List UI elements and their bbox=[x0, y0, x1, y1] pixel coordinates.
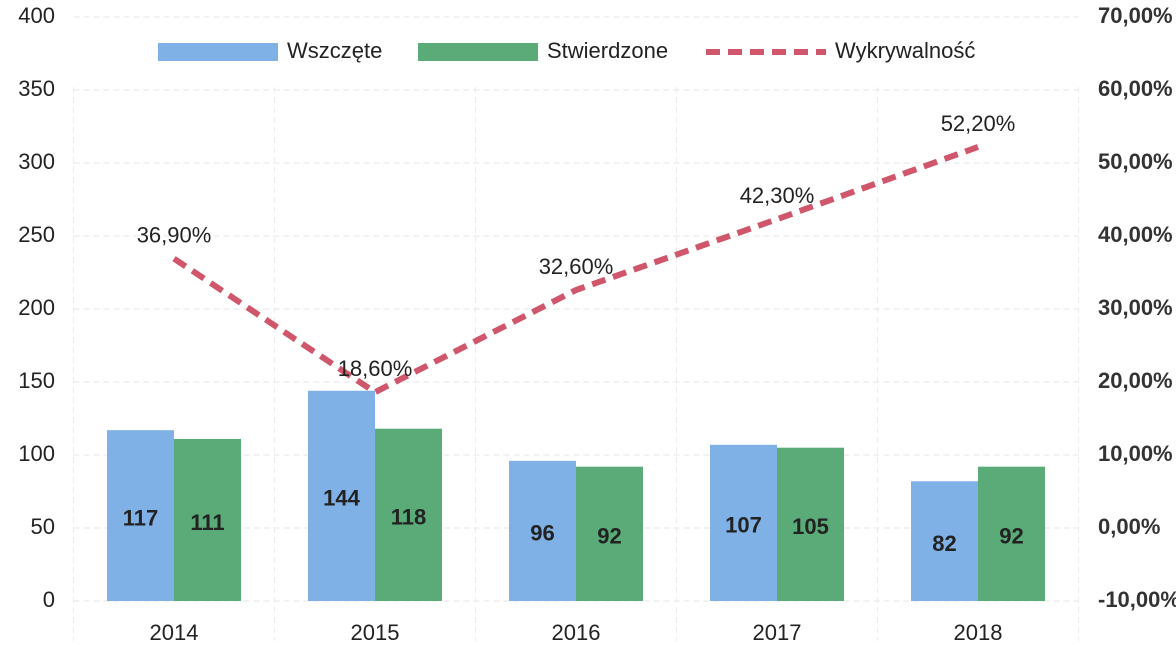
bar-value-label: 111 bbox=[190, 510, 224, 535]
line-value-label: 36,90% bbox=[137, 222, 212, 247]
x-tick-label: 2014 bbox=[150, 620, 199, 645]
y2-tick-label: 70,00% bbox=[1098, 3, 1173, 28]
bar bbox=[107, 430, 174, 601]
bar-value-label: 96 bbox=[530, 521, 554, 546]
line-value-label: 42,30% bbox=[740, 183, 815, 208]
bar bbox=[777, 447, 844, 601]
bar bbox=[978, 466, 1045, 601]
bar bbox=[375, 428, 442, 601]
x-tick-label: 2018 bbox=[954, 620, 1003, 645]
y2-tick-label: -10,00% bbox=[1098, 587, 1176, 612]
x-tick-label: 2017 bbox=[753, 620, 802, 645]
line-value-label: 32,60% bbox=[539, 254, 614, 279]
bar-value-label: 144 bbox=[323, 486, 360, 511]
bar bbox=[308, 390, 375, 601]
bar-value-label: 92 bbox=[999, 524, 1023, 549]
bar-value-label: 117 bbox=[123, 505, 159, 530]
y2-tick-label: 60,00% bbox=[1098, 76, 1173, 101]
legend-swatch bbox=[158, 43, 278, 61]
y-tick-label: 150 bbox=[18, 368, 55, 393]
bar-value-label: 105 bbox=[792, 514, 829, 539]
y-tick-label: 250 bbox=[18, 222, 55, 247]
bar-value-label: 92 bbox=[597, 524, 621, 549]
y-tick-label: 300 bbox=[18, 149, 55, 174]
legend-label: Stwierdzone bbox=[547, 38, 668, 63]
y2-tick-label: 20,00% bbox=[1098, 368, 1173, 393]
x-tick-label: 2016 bbox=[552, 620, 601, 645]
bar bbox=[509, 460, 576, 601]
y-tick-label: 200 bbox=[18, 295, 55, 320]
y-tick-label: 350 bbox=[18, 76, 55, 101]
legend-label: Wszczęte bbox=[287, 38, 382, 63]
bar-value-label: 107 bbox=[725, 513, 762, 538]
y2-tick-label: 0,00% bbox=[1098, 514, 1160, 539]
legend-swatch bbox=[418, 43, 538, 61]
bar-value-label: 118 bbox=[391, 505, 427, 530]
y-tick-label: 50 bbox=[31, 514, 55, 539]
bar-value-label: 82 bbox=[932, 531, 956, 556]
y2-tick-label: 10,00% bbox=[1098, 441, 1173, 466]
y-tick-label: 0 bbox=[43, 587, 55, 612]
line-value-label: 18,60% bbox=[338, 356, 413, 381]
y-tick-label: 100 bbox=[18, 441, 55, 466]
bar bbox=[576, 466, 643, 601]
line bbox=[172, 144, 980, 396]
y-tick-label: 400 bbox=[18, 3, 55, 28]
legend-label: Wykrywalność bbox=[835, 38, 975, 63]
y2-tick-label: 50,00% bbox=[1098, 149, 1173, 174]
y2-tick-label: 40,00% bbox=[1098, 222, 1173, 247]
bar bbox=[174, 438, 241, 601]
bar bbox=[710, 444, 777, 601]
bar bbox=[911, 481, 978, 601]
y2-tick-label: 30,00% bbox=[1098, 295, 1173, 320]
line-value-label: 52,20% bbox=[941, 111, 1016, 136]
x-tick-label: 2015 bbox=[351, 620, 400, 645]
